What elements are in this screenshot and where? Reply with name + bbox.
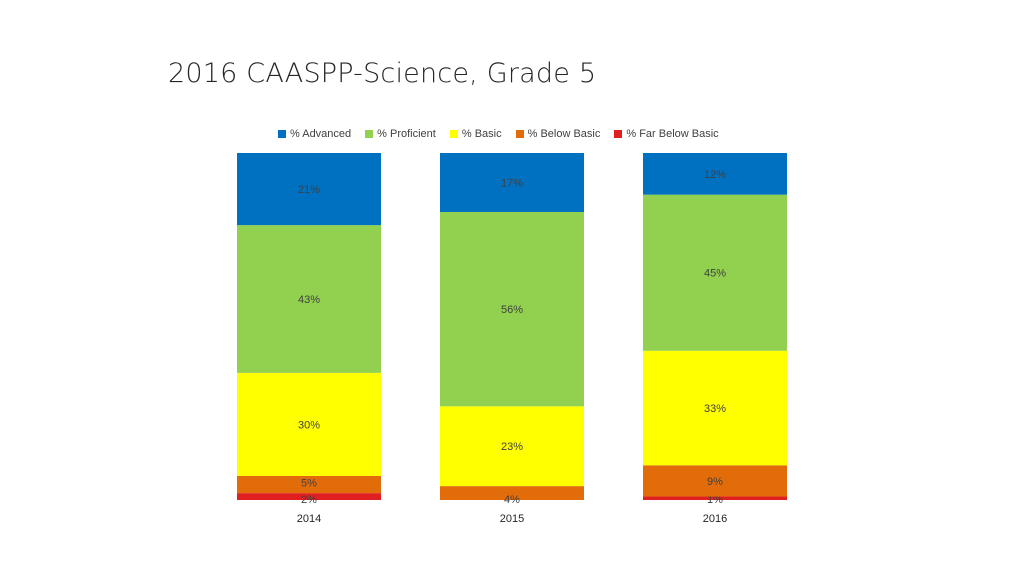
bar-segment-2014-advanced xyxy=(237,153,381,226)
bar-segment-2014-far-below-basic xyxy=(237,493,381,500)
data-label-2016-advanced: 12% xyxy=(704,169,726,181)
legend-label-far-below-basic: % Far Below Basic xyxy=(626,128,719,140)
legend-item-below-basic: % Below Basic xyxy=(515,128,601,140)
data-label-2014-below-basic: 5% xyxy=(301,478,317,490)
bar-segment-2016-basic xyxy=(643,350,787,466)
chart-legend: % Advanced % Proficient % Basic % Below … xyxy=(278,126,733,142)
data-label-2016-basic: 33% xyxy=(704,403,726,415)
legend-swatch-basic xyxy=(449,130,458,138)
legend-item-proficient: % Proficient xyxy=(365,128,436,140)
data-label-2014-basic: 30% xyxy=(298,419,320,431)
data-label-2015-proficient: 56% xyxy=(501,304,523,316)
data-label-2014-far-below-basic: 2% xyxy=(301,494,317,506)
bar-segment-2015-advanced xyxy=(440,153,584,212)
data-label-2016-far-below-basic: 1% xyxy=(707,494,723,506)
legend-item-advanced: % Advanced xyxy=(278,128,351,140)
bar-segment-2014-proficient xyxy=(237,225,381,373)
legend-label-advanced: % Advanced xyxy=(290,128,352,140)
bar-segment-2015-below-basic xyxy=(440,486,584,500)
data-label-2016-below-basic: 9% xyxy=(707,476,723,488)
legend-item-basic: % Basic xyxy=(449,128,502,140)
legend-label-basic: % Basic xyxy=(461,128,502,140)
data-label-2015-basic: 23% xyxy=(501,441,523,453)
legend-label-proficient: % Proficient xyxy=(377,128,436,140)
slide-title: 2016 CAASPP-Science, Grade 5 xyxy=(168,58,597,89)
legend-swatch-below-basic xyxy=(515,130,524,138)
bar-segment-2014-basic xyxy=(237,372,381,476)
bar-segment-2016-advanced xyxy=(643,153,787,195)
bar-segment-2015-proficient xyxy=(440,211,584,407)
legend-label-below-basic: % Below Basic xyxy=(527,128,601,140)
x-tick-label-2015: 2015 xyxy=(500,513,524,525)
data-label-2016-proficient: 45% xyxy=(704,268,726,280)
data-label-2015-below-basic: 4% xyxy=(504,494,520,506)
data-label-2014-advanced: 21% xyxy=(298,184,320,196)
data-label-2015-advanced: 17% xyxy=(501,177,523,189)
legend-swatch-advanced xyxy=(278,130,286,138)
x-tick-label-2016: 2016 xyxy=(703,513,727,525)
data-label-2014-proficient: 43% xyxy=(298,294,320,306)
legend-swatch-proficient xyxy=(365,130,374,138)
x-tick-label-2014: 2014 xyxy=(297,513,321,525)
bar-segment-2016-proficient xyxy=(643,194,787,351)
bar-segment-2015-basic xyxy=(440,406,584,487)
legend-swatch-far-below-basic xyxy=(614,130,623,138)
legend-item-far-below-basic: % Far Below Basic xyxy=(614,128,719,140)
bar-segment-2016-below-basic xyxy=(643,465,787,497)
bar-segment-2016-far-below-basic xyxy=(643,496,787,500)
bar-segment-2014-below-basic xyxy=(237,475,381,494)
